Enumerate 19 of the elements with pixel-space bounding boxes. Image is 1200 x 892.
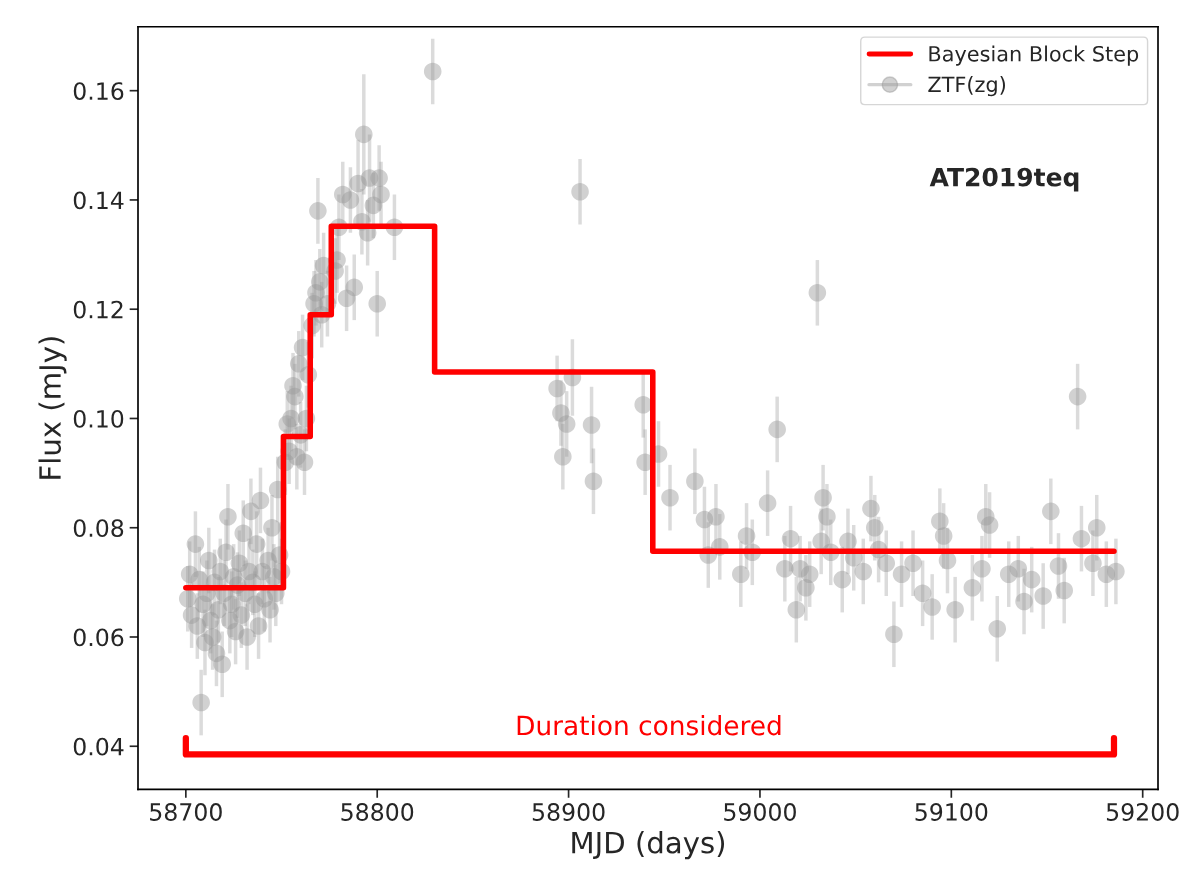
legend-label: ZTF(zg) <box>928 76 1006 97</box>
y-tick-label: 0.10 <box>73 409 124 428</box>
x-tick-label: 58900 <box>532 803 605 821</box>
x-tick-label: 59000 <box>724 803 796 821</box>
x-tick-label: 58700 <box>150 803 222 821</box>
y-tick-label: 0.08 <box>73 519 124 538</box>
legend-label: Bayesian Block Step <box>929 45 1139 66</box>
y-tick-label: 0.12 <box>73 300 123 319</box>
x-tick-label: 59100 <box>915 803 988 821</box>
y-tick-label: 0.14 <box>73 191 124 210</box>
x-axis-title: MJD (days) <box>572 831 725 860</box>
y-tick-label: 0.04 <box>73 737 124 756</box>
y-tick-label: 0.16 <box>73 82 124 100</box>
annotation: AT2019teq <box>929 167 1079 192</box>
annotation: Duration considered <box>517 715 781 736</box>
y-axis-title: Flux (mJy) <box>38 337 67 479</box>
x-tick-label: 59200 <box>1106 803 1179 821</box>
y-tick-label: 0.06 <box>73 628 124 647</box>
x-tick-label: 58800 <box>341 803 414 821</box>
